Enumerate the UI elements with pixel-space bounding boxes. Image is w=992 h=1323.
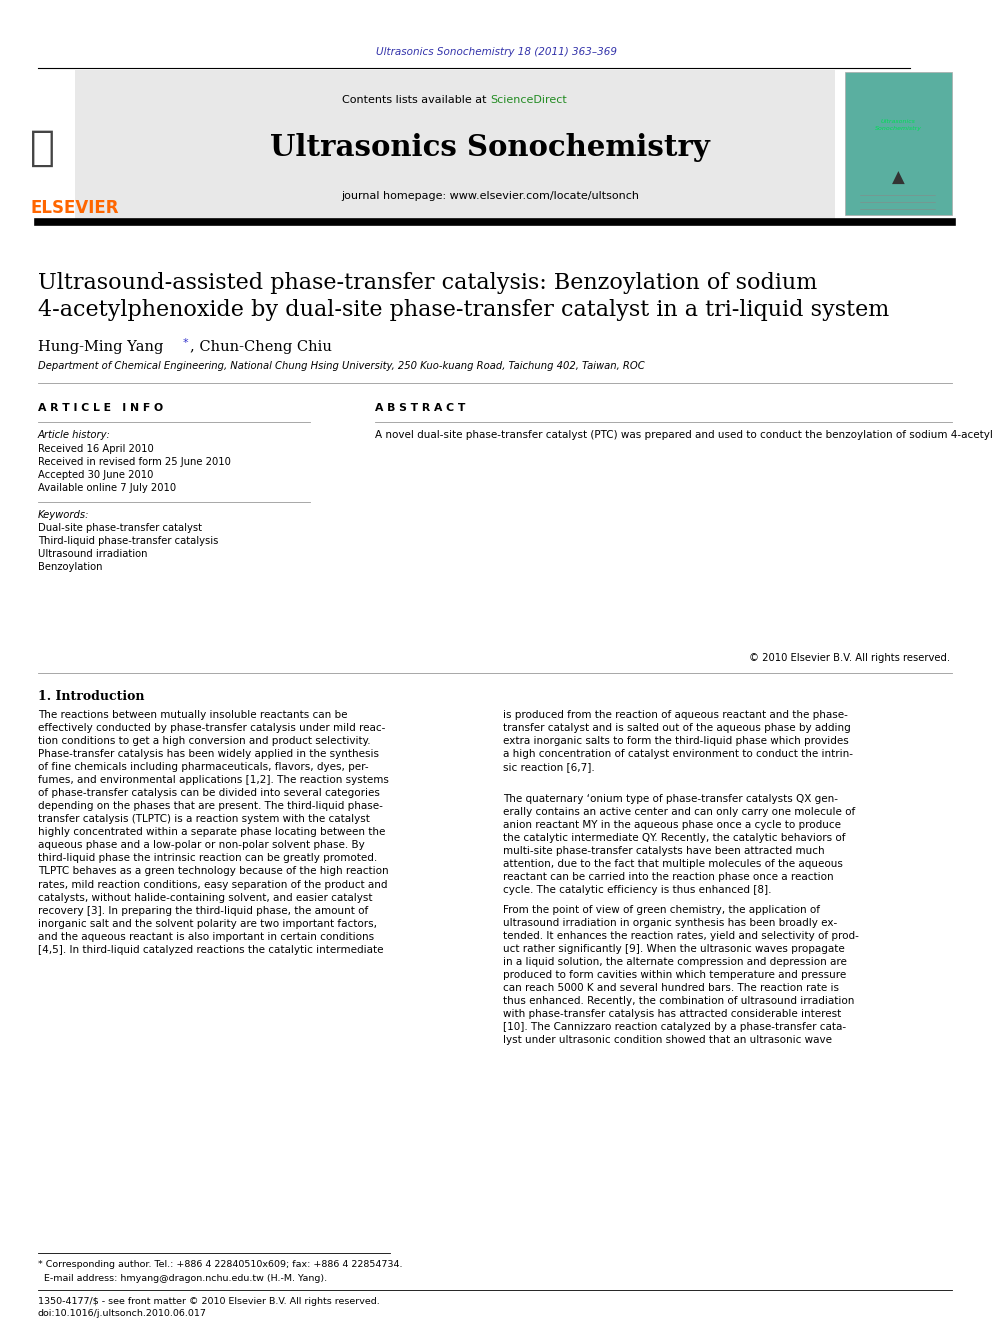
Text: journal homepage: www.elsevier.com/locate/ultsonch: journal homepage: www.elsevier.com/locat…	[341, 191, 639, 201]
Text: Dual-site phase-transfer catalyst: Dual-site phase-transfer catalyst	[38, 523, 202, 533]
Text: is produced from the reaction of aqueous reactant and the phase-
transfer cataly: is produced from the reaction of aqueous…	[503, 710, 853, 773]
Text: doi:10.1016/j.ultsonch.2010.06.017: doi:10.1016/j.ultsonch.2010.06.017	[38, 1308, 207, 1318]
Text: Third-liquid phase-transfer catalysis: Third-liquid phase-transfer catalysis	[38, 536, 218, 546]
Text: Article history:: Article history:	[38, 430, 111, 441]
Text: Accepted 30 June 2010: Accepted 30 June 2010	[38, 470, 154, 480]
Text: The reactions between mutually insoluble reactants can be
effectively conducted : The reactions between mutually insoluble…	[38, 710, 389, 955]
Text: A B S T R A C T: A B S T R A C T	[375, 404, 465, 413]
Text: ScienceDirect: ScienceDirect	[490, 95, 566, 105]
Text: E-mail address: hmyang@dragon.nchu.edu.tw (H.-M. Yang).: E-mail address: hmyang@dragon.nchu.edu.t…	[38, 1274, 327, 1283]
Text: The quaternary ‘onium type of phase-transfer catalysts QX gen-
erally contains a: The quaternary ‘onium type of phase-tran…	[503, 794, 855, 896]
Text: Benzoylation: Benzoylation	[38, 562, 102, 572]
Text: , Chun-Cheng Chiu: , Chun-Cheng Chiu	[190, 340, 332, 355]
Text: Received 16 April 2010: Received 16 April 2010	[38, 445, 154, 454]
Text: A R T I C L E   I N F O: A R T I C L E I N F O	[38, 404, 163, 413]
Text: 🌲: 🌲	[30, 127, 55, 169]
Text: Contents lists available at: Contents lists available at	[342, 95, 490, 105]
Text: Department of Chemical Engineering, National Chung Hsing University, 250 Kuo-kua: Department of Chemical Engineering, Nati…	[38, 361, 645, 370]
Text: Hung-Ming Yang: Hung-Ming Yang	[38, 340, 168, 355]
Bar	[75, 70, 835, 220]
Bar	[845, 71, 952, 216]
Text: Ultrasound-assisted phase-transfer catalysis: Benzoylation of sodium
4-acetylphe: Ultrasound-assisted phase-transfer catal…	[38, 273, 889, 321]
Text: © 2010 Elsevier B.V. All rights reserved.: © 2010 Elsevier B.V. All rights reserved…	[749, 654, 950, 663]
Text: Available online 7 July 2010: Available online 7 July 2010	[38, 483, 177, 493]
Text: ELSEVIER: ELSEVIER	[30, 198, 118, 217]
Text: * Corresponding author. Tel.: +886 4 22840510x609; fax: +886 4 22854734.: * Corresponding author. Tel.: +886 4 228…	[38, 1259, 403, 1269]
Text: A novel dual-site phase-transfer catalyst (PTC) was prepared and used to conduct: A novel dual-site phase-transfer catalys…	[375, 430, 992, 441]
Text: Ultrasonics Sonochemistry 18 (2011) 363–369: Ultrasonics Sonochemistry 18 (2011) 363–…	[376, 48, 616, 57]
Text: 1350-4177/$ - see front matter © 2010 Elsevier B.V. All rights reserved.: 1350-4177/$ - see front matter © 2010 El…	[38, 1297, 380, 1306]
Text: From the point of view of green chemistry, the application of
ultrasound irradia: From the point of view of green chemistr…	[503, 905, 859, 1045]
Text: ▲: ▲	[892, 169, 905, 187]
Text: Ultrasound irradiation: Ultrasound irradiation	[38, 549, 148, 560]
Text: Keywords:: Keywords:	[38, 509, 89, 520]
Text: Received in revised form 25 June 2010: Received in revised form 25 June 2010	[38, 456, 231, 467]
Text: Ultrasonics Sonochemistry: Ultrasonics Sonochemistry	[270, 134, 710, 163]
Text: 1. Introduction: 1. Introduction	[38, 691, 145, 703]
Text: *: *	[183, 337, 188, 348]
Text: Ultrasonics
Sonochemistry: Ultrasonics Sonochemistry	[875, 119, 922, 131]
